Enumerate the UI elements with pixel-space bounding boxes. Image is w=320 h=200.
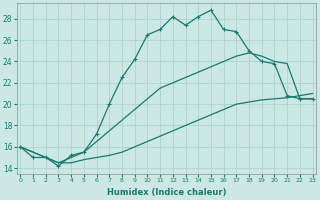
X-axis label: Humidex (Indice chaleur): Humidex (Indice chaleur) <box>107 188 226 197</box>
